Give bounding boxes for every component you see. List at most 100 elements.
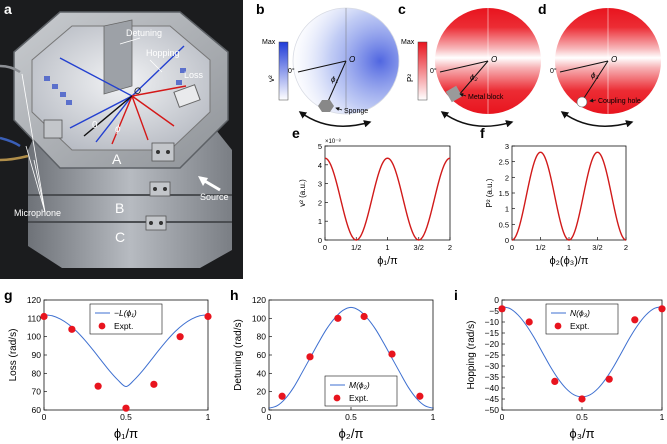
data-point-h: [334, 314, 342, 322]
data-point-i: [525, 318, 533, 326]
y-tick-label-h: 40: [257, 368, 267, 378]
panel-letter-a: a: [4, 1, 12, 17]
y-tick-label-e: 2: [318, 198, 322, 207]
y-tick-label-g: 70: [32, 387, 42, 397]
y-tick-label-f: 0: [505, 236, 509, 245]
data-point-g: [150, 380, 158, 388]
series-line-e: [324, 157, 451, 241]
series-line-h: [268, 306, 434, 409]
map-b-zero: 0°: [288, 67, 295, 75]
series-line-f: [511, 151, 627, 241]
y-tick-label-g: 60: [32, 405, 42, 415]
y-tick-label-i: −15: [485, 328, 500, 338]
x-axis-label-i: ϕ₃/π: [569, 426, 594, 441]
chart-e: 0 1/2 1 3/2 2 0 1 2 3 4 5 ϕ₁/π v² (a.u.) ×10⁻⁸: [298, 138, 452, 267]
y-tick-label-g: 120: [27, 295, 41, 305]
map-c-angle: ϕ₂: [470, 73, 478, 82]
rotation-arrow-d: [560, 111, 634, 128]
y-tick-label-i: −40: [485, 383, 500, 393]
x-tick-label-i: 0: [500, 412, 505, 422]
legend-entry-g: −L(ϕ₁): [114, 308, 137, 318]
map-b-angle: ϕ₁: [331, 75, 338, 84]
y-tick-label-i: −45: [485, 394, 500, 404]
rotation-arrow-c: [440, 111, 514, 128]
map-d-origin: O: [611, 55, 617, 64]
photo-panel-a: Detuning Hopping Loss O 0 ϕ A B C Source…: [0, 0, 243, 279]
x-tick-label-i: 1: [660, 412, 665, 422]
y-tick-label-f: 2.5: [499, 158, 509, 167]
colorbar-c-label: P²: [406, 74, 415, 82]
panel-letter-h: h: [230, 287, 239, 303]
y-axis-label-i: Hopping (rad/s): [466, 321, 477, 390]
y-tick-label-i: −10: [485, 317, 500, 327]
colorbar-c-max: Max: [401, 39, 415, 46]
y-tick-label-h: 0: [261, 405, 266, 415]
data-point-i: [631, 316, 639, 324]
metal-block: [445, 85, 463, 103]
plot-frame-e: [324, 145, 451, 241]
y-tick-label-i: 0: [494, 295, 499, 305]
x-tick-label-h: 0.5: [345, 412, 357, 422]
data-point-h: [278, 392, 286, 400]
data-point-g: [204, 312, 212, 321]
x-tick-label-f: 1/2: [535, 243, 545, 252]
panel-letter-i: i: [454, 287, 458, 303]
y-tick-label-f: 3: [505, 142, 509, 151]
y-tick-label-h: 80: [257, 332, 267, 342]
colorbar-c: [417, 41, 428, 101]
y-tick-label-e: 0: [318, 236, 322, 245]
map-b-origin: O: [349, 55, 355, 64]
data-point-h: [416, 392, 424, 400]
legend-entry-h: M(ϕ₂): [349, 380, 370, 390]
data-point-g: [68, 325, 76, 333]
rotation-arrow-b: [298, 111, 372, 128]
legend-entry-g: Expt.: [114, 321, 133, 331]
x-tick-label-f: 0: [510, 243, 514, 252]
x-tick-label-g: 1: [206, 412, 211, 422]
axis-exponent-e: ×10⁻⁸: [325, 138, 341, 145]
x-axis-label-f: ϕ₂(ϕ₃)/π: [549, 255, 588, 267]
legend-entry-i: N(ϕ₃): [570, 308, 590, 318]
data-point-i: [578, 395, 586, 403]
x-tick-label-e: 1: [385, 243, 389, 252]
x-axis-label-h: ϕ₂/π: [339, 426, 364, 441]
x-axis-label-g: ϕ₁/π: [114, 426, 138, 441]
y-tick-label-i: −35: [485, 372, 500, 382]
y-axis-label-e: v² (a.u.): [298, 179, 307, 207]
map-d-angle: ϕ₃: [591, 71, 599, 80]
x-tick-label-e: 3/2: [414, 243, 424, 252]
photo-label-phi: ϕ: [115, 124, 121, 135]
photo-label-layer-c: C: [115, 229, 125, 245]
chart-h: 0 0.5 1 0 20 40 60 80 100 120 ϕ₂/π Detuning (rad/s)…: [233, 295, 436, 441]
x-tick-label-f: 3/2: [592, 243, 602, 252]
data-point-i: [551, 377, 559, 385]
coupling-hole: [576, 96, 588, 108]
y-tick-label-h: 120: [252, 295, 266, 305]
photo-label-microphone: Microphone: [14, 208, 61, 218]
y-axis-label-g: Loss (rad/s): [8, 329, 19, 382]
colorbar-b: [278, 41, 289, 101]
map-panel-c: Max P² 0° O ϕ₂ Metal block: [401, 8, 541, 128]
y-tick-label-f: 1.5: [499, 189, 509, 198]
data-point-g: [40, 312, 48, 321]
photo-label-layer-a: A: [112, 151, 122, 167]
data-point-g: [122, 404, 130, 412]
data-point-h: [306, 353, 314, 361]
photo-label-hopping: Hopping: [146, 48, 180, 58]
data-point-i: [658, 305, 666, 313]
y-axis-label-f: P² (a.u.): [485, 178, 494, 207]
data-point-g: [176, 333, 184, 341]
legend-dot-swatch-h: [333, 394, 341, 402]
x-tick-label-e: 2: [448, 243, 452, 252]
data-point-h: [388, 350, 396, 358]
y-tick-label-i: −30: [485, 361, 500, 371]
y-tick-label-i: −20: [485, 339, 500, 349]
panel-letter-b: b: [256, 1, 265, 17]
y-tick-label-g: 90: [32, 350, 42, 360]
y-tick-label-i: −25: [485, 350, 500, 360]
legend-entry-h: Expt.: [349, 393, 368, 403]
photo-label-zero: 0: [92, 120, 98, 131]
map-c-origin: O: [491, 55, 497, 64]
x-tick-label-e: 0: [323, 243, 327, 252]
